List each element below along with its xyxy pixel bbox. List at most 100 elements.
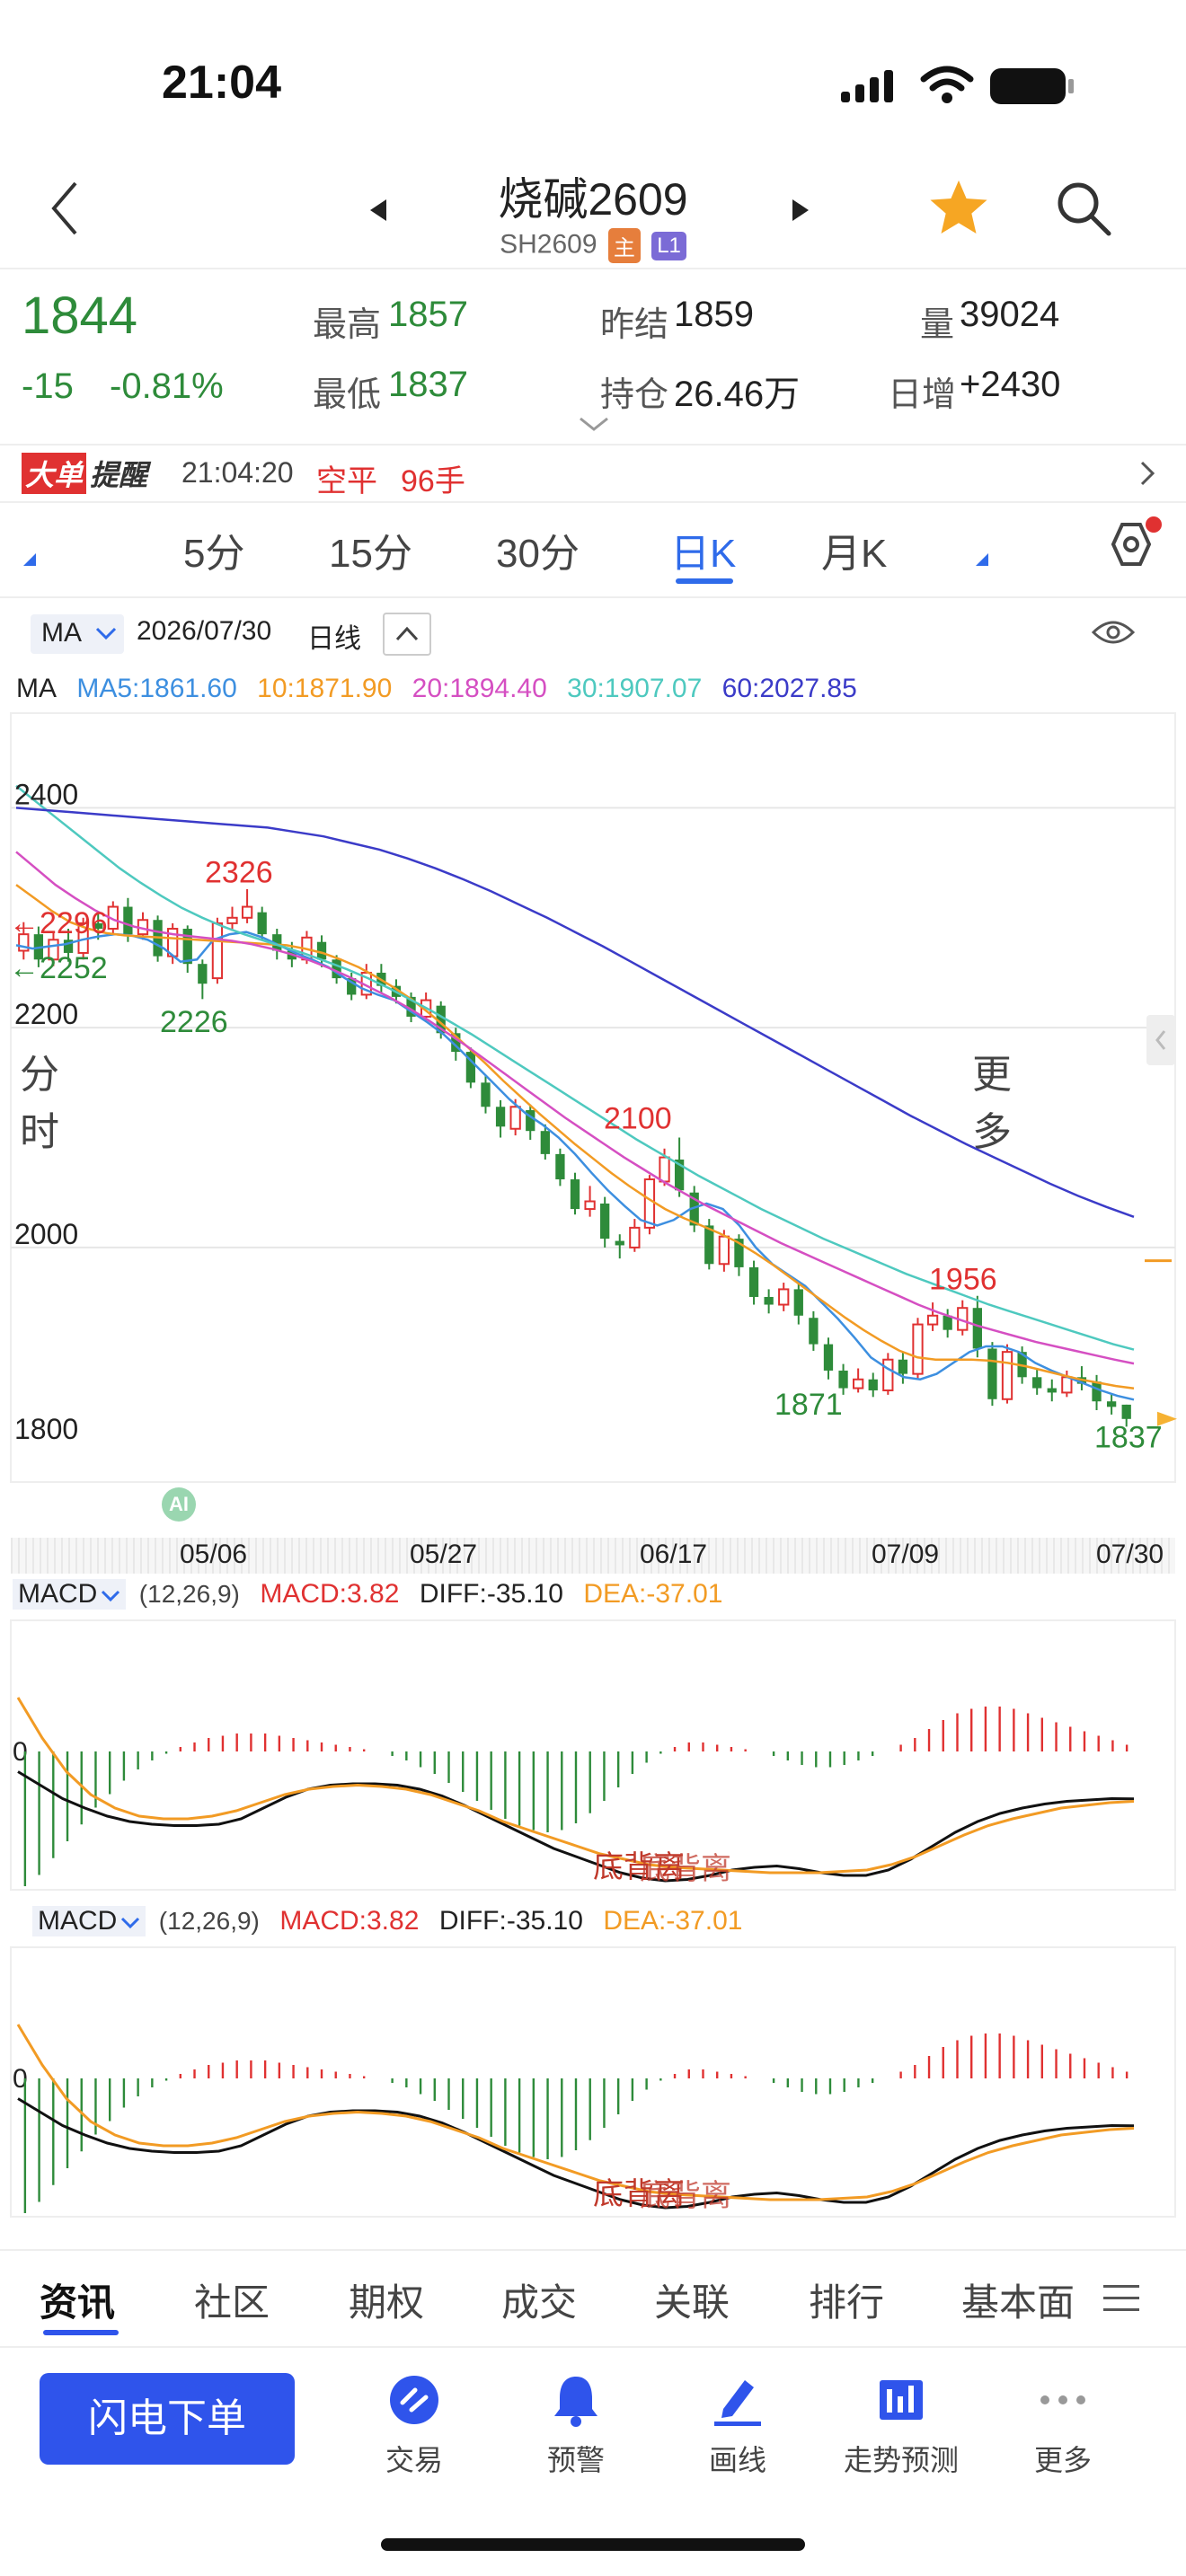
collapse-toolbar-button[interactable] xyxy=(383,613,431,656)
tab-5min[interactable]: 5分 xyxy=(183,532,245,576)
volume-label: 量 xyxy=(920,306,955,344)
kline-chart[interactable]: 2400 2200 2000 1800 2326 2226 ←2296 ←2252 2100 18… xyxy=(0,710,1186,1491)
favorite-star-icon[interactable] xyxy=(927,178,990,242)
candle-body xyxy=(704,1225,714,1265)
tab-trades[interactable]: 成交 xyxy=(501,2281,578,2324)
y-tick-label: 1800 xyxy=(14,1413,78,1445)
ma30-line xyxy=(15,784,1135,1351)
macd-select-2[interactable]: MACD xyxy=(32,1906,146,1936)
action-more[interactable]: 更多 xyxy=(987,2371,1139,2479)
tab-options[interactable]: 期权 xyxy=(349,2281,425,2324)
candle-body xyxy=(226,916,238,924)
tab-intraday[interactable]: 分时 xyxy=(20,521,59,1154)
y-tick-label: 2000 xyxy=(14,1218,78,1250)
action-draw-line[interactable]: 画线 xyxy=(661,2371,814,2479)
main-contract-tag: 主 xyxy=(607,228,641,263)
bottom-tabs-divider xyxy=(0,2346,1186,2348)
action-trade-label: 交易 xyxy=(385,2444,443,2476)
tab-fundamentals[interactable]: 基本面 xyxy=(961,2281,1075,2324)
high-label: 最高 xyxy=(313,306,382,344)
high-value: 1857 xyxy=(388,295,468,334)
tab-related[interactable]: 关联 xyxy=(654,2281,730,2324)
ma60-line xyxy=(15,807,1135,1218)
expand-chevron-icon[interactable] xyxy=(579,417,609,437)
chart-settings-icon[interactable] xyxy=(1100,514,1163,581)
chevron-down-icon xyxy=(121,1917,140,1929)
draw-line-icon xyxy=(714,2380,761,2426)
x-tick-4: 07/09 xyxy=(872,1539,940,1569)
action-forecast[interactable]: 走势预测 xyxy=(825,2371,978,2479)
x-tick-2: 05/27 xyxy=(410,1539,478,1569)
price-annotation: ←2296 xyxy=(9,906,108,940)
alert-chevron-right-icon[interactable] xyxy=(1139,460,1155,491)
prev-contract-button[interactable] xyxy=(368,198,388,227)
tab-community[interactable]: 社区 xyxy=(194,2281,270,2324)
candle-body xyxy=(48,939,59,961)
price-annotation: 1956 xyxy=(929,1262,997,1296)
chevron-up-icon xyxy=(395,626,419,641)
candle-body xyxy=(509,1106,521,1130)
forecast-icon xyxy=(880,2380,923,2420)
volume-value: 39024 xyxy=(960,295,1060,334)
candle-body xyxy=(1047,1388,1057,1393)
macd-panel-2-header: MACD (12,26,9) MACD:3.82 DIFF:-35.10 DEA… xyxy=(32,1906,742,1936)
ma30-value: 30:1907.07 xyxy=(567,674,703,703)
flash-order-button[interactable]: 闪电下单 xyxy=(40,2373,295,2465)
macd-zero-label: 0 xyxy=(13,1737,28,1767)
next-contract-button[interactable] xyxy=(791,198,810,227)
tab-30min[interactable]: 30分 xyxy=(496,532,580,576)
candle-body xyxy=(495,1107,506,1127)
search-icon[interactable] xyxy=(1055,180,1112,242)
action-alert[interactable]: 预警 xyxy=(500,2371,652,2479)
y-tick-label: 2400 xyxy=(14,778,78,810)
price-change: -15 xyxy=(22,366,74,406)
macd-zero-label: 0 xyxy=(13,2064,28,2094)
tab-monthly-k[interactable]: 月K xyxy=(821,532,888,576)
action-trade[interactable]: 交易 xyxy=(338,2371,491,2479)
candle-body xyxy=(211,922,224,980)
ma20-line xyxy=(15,851,1135,1365)
indicator-select[interactable]: MA xyxy=(31,614,124,654)
open-interest-value: 26.46万 xyxy=(674,375,801,414)
chevron-left-icon xyxy=(1155,1030,1166,1050)
daily-increase-label: 日增 xyxy=(888,376,957,414)
diff-value-2: DIFF:-35.10 xyxy=(438,1906,583,1936)
candle-body xyxy=(868,1379,878,1390)
tab-daily-k[interactable]: 日K xyxy=(670,532,737,576)
chevron-down-icon xyxy=(102,1590,120,1602)
tab-15min[interactable]: 15分 xyxy=(329,532,412,576)
visibility-eye-icon[interactable] xyxy=(1091,616,1136,653)
back-button[interactable] xyxy=(47,180,83,242)
menu-icon[interactable] xyxy=(1103,2283,1139,2318)
candle-body xyxy=(809,1318,819,1345)
candle-body xyxy=(659,1156,670,1183)
candle-body xyxy=(182,929,192,965)
candle-body xyxy=(1106,1401,1117,1407)
candle-body xyxy=(316,941,327,960)
macd-select-1[interactable]: MACD xyxy=(13,1579,127,1610)
ma20-value: 20:1894.40 xyxy=(412,674,547,703)
x-axis-strip[interactable] xyxy=(11,1538,1175,1574)
price-change-pct: -0.81% xyxy=(110,366,224,406)
chevron-down-icon xyxy=(95,627,117,640)
chart-mode: 日线 xyxy=(307,624,361,654)
reminder-badge: 提醒 xyxy=(90,459,148,491)
tab-more[interactable]: 更多 xyxy=(972,521,1012,1154)
alert-time: 21:04:20 xyxy=(181,456,294,489)
big-order-alert[interactable]: 大单 提醒 xyxy=(22,453,151,498)
alert-divider xyxy=(0,501,1186,503)
tab-news[interactable]: 资讯 xyxy=(40,2281,116,2324)
more-icon xyxy=(1040,2395,1085,2404)
candle-body xyxy=(689,1192,699,1226)
alert-size: 96手 xyxy=(401,464,465,498)
candle-body xyxy=(987,1348,997,1399)
candle-body xyxy=(838,1370,848,1389)
candle-body xyxy=(436,1005,446,1034)
candle-body xyxy=(63,940,74,953)
ai-badge[interactable]: AI xyxy=(162,1487,196,1522)
action-forecast-label: 走势预测 xyxy=(843,2444,959,2476)
tab-ranking[interactable]: 排行 xyxy=(809,2281,885,2324)
macd-panel-1-header: MACD (12,26,9) MACD:3.82 DIFF:-35.10 DEA… xyxy=(13,1579,722,1610)
